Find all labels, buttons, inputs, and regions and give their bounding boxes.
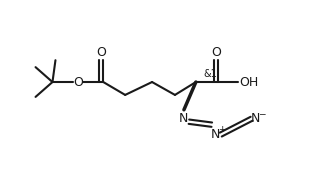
Text: O: O	[96, 46, 106, 59]
Text: N: N	[179, 112, 189, 125]
Text: +: +	[218, 125, 225, 134]
Text: OH: OH	[239, 75, 258, 89]
Text: N: N	[251, 112, 260, 125]
Text: N: N	[211, 128, 220, 141]
Text: −: −	[258, 109, 265, 118]
Text: &1: &1	[204, 69, 217, 79]
Text: O: O	[73, 75, 83, 89]
Text: O: O	[211, 46, 221, 59]
